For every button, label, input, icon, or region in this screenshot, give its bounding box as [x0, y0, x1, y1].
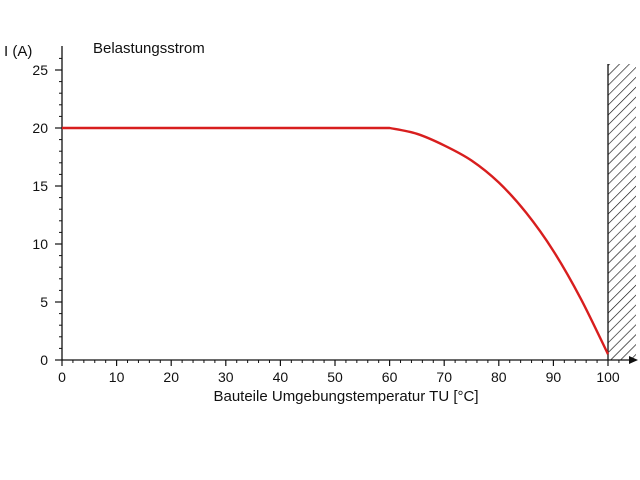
x-tick-label: 10 — [109, 369, 125, 385]
x-axis-arrow — [629, 356, 638, 364]
x-tick-label: 70 — [436, 369, 452, 385]
y-tick-label: 0 — [40, 352, 48, 368]
x-tick-label: 100 — [596, 369, 620, 385]
x-tick-label: 50 — [327, 369, 343, 385]
chart-title: Belastungsstrom — [93, 40, 205, 57]
x-tick-label: 0 — [58, 369, 66, 385]
y-axis-title: I (A) — [4, 43, 32, 60]
x-tick-label: 20 — [163, 369, 179, 385]
x-tick-label: 30 — [218, 369, 234, 385]
y-tick-label: 25 — [32, 62, 48, 78]
y-tick-label: 15 — [32, 178, 48, 194]
x-tick-label: 40 — [273, 369, 289, 385]
x-axis-title: Bauteile Umgebungstemperatur TU [°C] — [213, 388, 478, 405]
y-tick-label: 5 — [40, 294, 48, 310]
series-line-0 — [62, 126, 610, 355]
y-tick-label: 20 — [32, 120, 48, 136]
hatched-region — [608, 64, 636, 360]
x-tick-label: 90 — [546, 369, 562, 385]
x-tick-label: 80 — [491, 369, 507, 385]
x-tick-label: 60 — [382, 369, 398, 385]
y-tick-label: 10 — [32, 236, 48, 252]
